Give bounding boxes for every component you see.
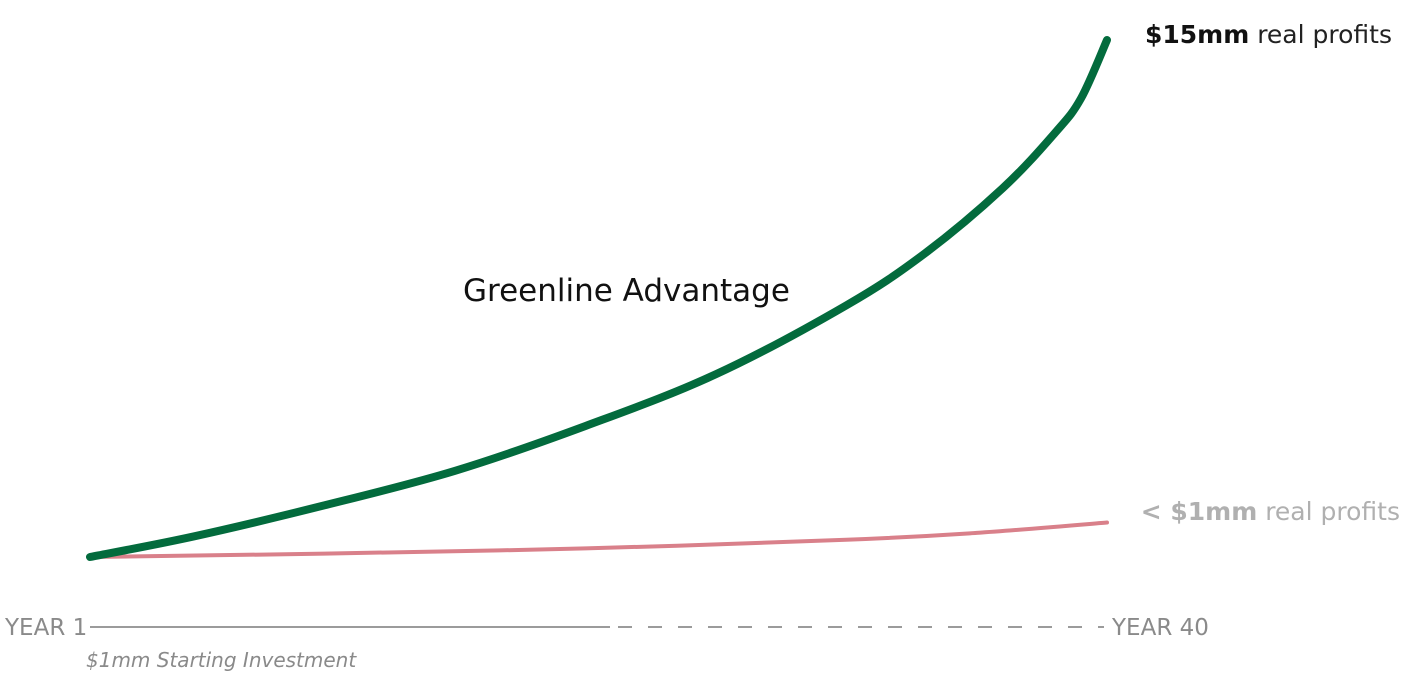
conventional-end-value: < $1mm bbox=[1140, 497, 1258, 526]
greenline-end-label: $15mm real profits bbox=[1145, 20, 1392, 49]
conventional-end-text: real profits bbox=[1257, 497, 1400, 526]
series-layer bbox=[86, 36, 1111, 561]
conventional-end-label: < $1mm real profits bbox=[1141, 497, 1400, 526]
greenline-end-text: real profits bbox=[1249, 20, 1392, 49]
greenline-end-value: $15mm bbox=[1144, 20, 1250, 49]
chart-annotation: Greenline Advantage bbox=[463, 273, 790, 309]
starting-investment-note: $1mm Starting Investment bbox=[86, 648, 357, 672]
greenline-series-line bbox=[86, 36, 1111, 561]
x-tick-label-start: YEAR 1 bbox=[5, 615, 88, 641]
conventional-series-line bbox=[88, 520, 1109, 559]
x-tick-label-end: YEAR 40 bbox=[1112, 615, 1209, 641]
